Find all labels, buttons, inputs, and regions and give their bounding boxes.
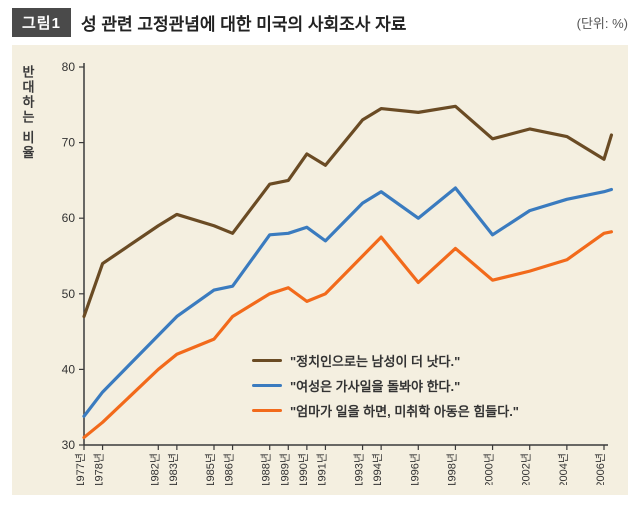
chart-unit: (단위: %): [577, 13, 628, 32]
legend-swatch: [252, 409, 282, 412]
y-tick-label: 70: [62, 136, 76, 150]
y-tick-label: 40: [62, 362, 76, 376]
x-tick-label: 1982년: [148, 453, 161, 485]
y-axis-label: 반대하는 비율: [18, 65, 37, 161]
x-tick-label: 1983년: [167, 453, 180, 485]
legend-row: "여성은 가사일을 돌봐야 한다.": [252, 376, 519, 395]
x-tick-label: 2000년: [483, 453, 496, 485]
chart-area: 반대하는 비율 30 40 50 60 70 80 1977년 1978년 1982년 1983년…: [12, 45, 628, 495]
figure-badge: 그림1: [12, 8, 71, 37]
x-tick-label: 2004년: [557, 453, 570, 485]
x-tick-label: 1986년: [223, 453, 236, 485]
x-tick-label: 1977년: [74, 453, 87, 485]
x-tick-label: 1978년: [93, 453, 106, 485]
y-tick-label: 50: [62, 287, 76, 301]
x-tick-label: 1998년: [445, 453, 458, 485]
legend-label: "정치인으로는 남성이 더 낫다.": [290, 351, 460, 370]
legend-label: "엄마가 일을 하면, 미취학 아동은 힘들다.": [290, 401, 519, 420]
y-tick-label: 30: [62, 438, 76, 452]
legend-label: "여성은 가사일을 돌봐야 한다.": [290, 376, 460, 395]
x-tick-label: 1991년: [315, 453, 328, 485]
legend-row: "엄마가 일을 하면, 미취학 아동은 힘들다.": [252, 401, 519, 420]
x-tick-label: 1996년: [408, 453, 421, 485]
legend-swatch: [252, 384, 282, 387]
legend-row: "정치인으로는 남성이 더 낫다.": [252, 351, 519, 370]
chart-header: 그림1 성 관련 고정관념에 대한 미국의 사회조사 자료 (단위: %): [0, 0, 640, 45]
y-tick-label: 80: [62, 60, 76, 74]
x-tick-label: 1990년: [297, 453, 310, 485]
x-tick-label: 1988년: [260, 453, 273, 485]
y-tick-label: 60: [62, 211, 76, 225]
x-tick-label: 1994년: [371, 453, 384, 485]
x-tick-label: 2002년: [520, 453, 533, 485]
x-tick-label: 1985년: [204, 453, 217, 485]
x-tick-label: 1993년: [353, 453, 366, 485]
legend-swatch: [252, 359, 282, 362]
x-tick-label: 1989년: [278, 453, 291, 485]
x-tick-label: 2006년: [594, 453, 607, 485]
chart-title: 성 관련 고정관념에 대한 미국의 사회조사 자료: [81, 10, 407, 35]
chart-legend: "정치인으로는 남성이 더 낫다." "여성은 가사일을 돌봐야 한다." "엄마가…: [252, 351, 519, 426]
